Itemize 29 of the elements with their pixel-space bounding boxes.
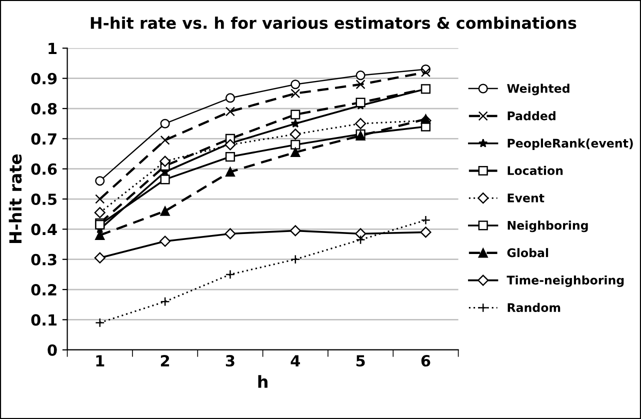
legend-label: Global [507, 248, 548, 258]
legend-label: Location [508, 166, 563, 176]
y-tick-label: 0.2 [31, 284, 56, 296]
y-tick-label: 1 [48, 42, 57, 54]
y-tick-label: 0.8 [31, 102, 57, 115]
legend-label: Weighted [507, 84, 570, 96]
legend-label: Neighboring [508, 220, 588, 232]
x-tick-label: 3 [226, 354, 234, 367]
x-tick-label: 2 [160, 354, 170, 366]
x-tick-label: 5 [356, 355, 365, 367]
y-axis-title: H-hit rate [8, 154, 22, 243]
legend-label: Event [508, 194, 544, 202]
y-tick-label: 0.5 [31, 193, 57, 206]
x-tick-label: 4 [290, 355, 300, 366]
x-tick-label: 1 [96, 355, 104, 366]
legend-label: Time-neighboring [506, 275, 624, 287]
x-axis-title: h [258, 375, 268, 388]
legend-label: Padded [508, 111, 556, 120]
x-tick-label: 6 [421, 355, 430, 367]
legend-label: Random [508, 302, 560, 312]
chart-title: H-hit rate vs. h for various estimators & combinations [90, 16, 576, 29]
y-tick-label: 0 [48, 344, 57, 356]
y-tick-label: 0.6 [31, 163, 57, 175]
legend-label: PeopleRank(event) [508, 138, 633, 150]
y-tick-label: 0.7 [31, 133, 56, 145]
y-tick-label: 0.9 [31, 72, 57, 84]
y-tick-label: 0.1 [31, 314, 57, 326]
y-tick-label: 0.3 [31, 254, 56, 266]
y-tick-label: 0.4 [31, 224, 57, 236]
